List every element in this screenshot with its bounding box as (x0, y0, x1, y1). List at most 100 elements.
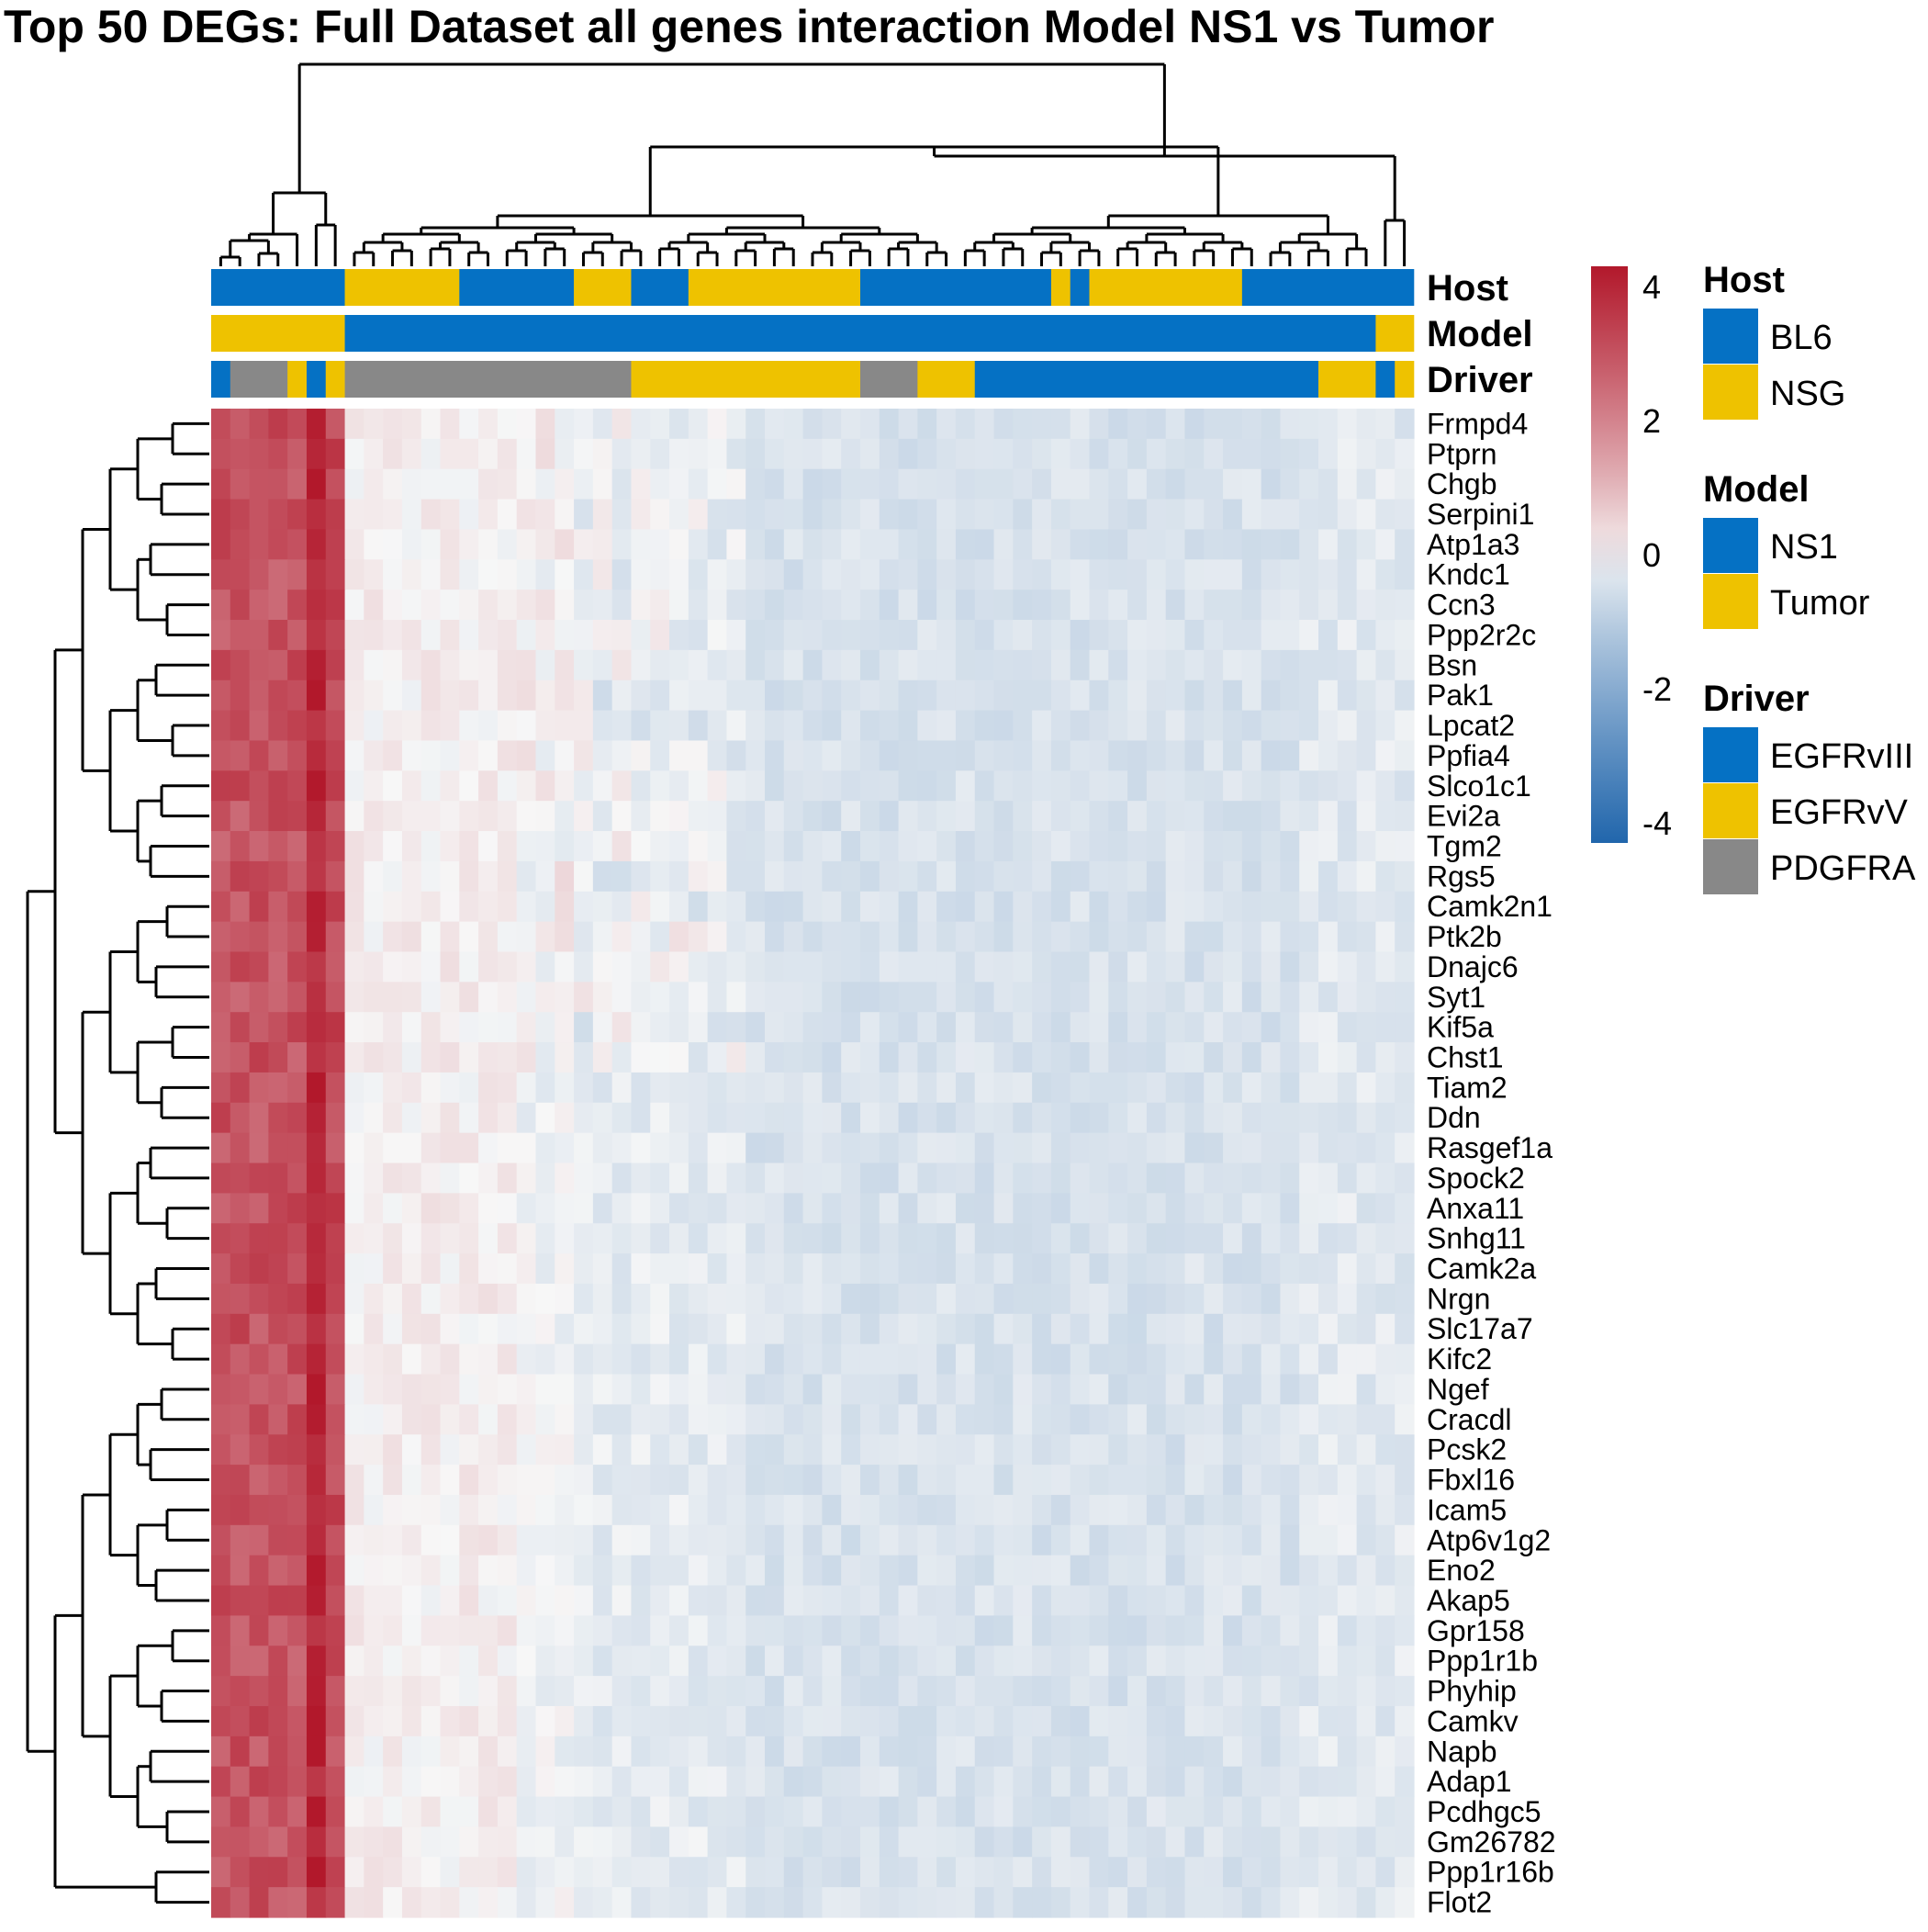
heatmap-cell (688, 1012, 709, 1043)
heatmap-cell (497, 1555, 518, 1587)
heatmap-cell (822, 1313, 842, 1345)
heatmap-cell (574, 710, 594, 742)
heatmap-cell (1146, 1434, 1167, 1466)
heatmap-cell (420, 1735, 442, 1768)
heatmap-cell (440, 1735, 460, 1768)
heatmap-cell (383, 1132, 403, 1164)
heatmap-cell (1223, 951, 1243, 983)
heatmap-cell (478, 1374, 499, 1405)
heatmap-cell (993, 1374, 1014, 1405)
heatmap-cell (1032, 438, 1052, 470)
heatmap-cell (497, 710, 518, 742)
gene-label: Gm26782 (1427, 1825, 1556, 1859)
heatmap-cell (745, 740, 766, 771)
heatmap-cell (1318, 1887, 1339, 1918)
heatmap-cell (535, 620, 555, 651)
heatmap-cell (287, 1857, 308, 1888)
heatmap-cell (1337, 1555, 1358, 1587)
heatmap-cell (440, 1524, 460, 1556)
heatmap-cell (726, 1012, 746, 1043)
heatmap-cell (783, 891, 804, 923)
heatmap-cell (383, 1012, 403, 1043)
heatmap-cell (898, 1253, 918, 1285)
heatmap-cell (1089, 1193, 1109, 1224)
heatmap-cell (420, 468, 442, 500)
heatmap-cell (917, 559, 937, 590)
heatmap-cell (401, 1253, 422, 1285)
heatmap-cell (325, 1676, 346, 1707)
heatmap-cell (287, 891, 308, 923)
heatmap-cell (1280, 1434, 1300, 1466)
heatmap-cell (1375, 921, 1396, 953)
heatmap-cell (1280, 1102, 1300, 1134)
heatmap-cell (1241, 529, 1262, 560)
heatmap-cell (1261, 1465, 1282, 1496)
heatmap-cell (1184, 1193, 1205, 1224)
heatmap-cell (1241, 891, 1262, 923)
heatmap-cell (1070, 1524, 1091, 1556)
heatmap-cell (364, 770, 384, 802)
heatmap-cell (478, 1465, 499, 1496)
heatmap-cell (898, 1615, 918, 1646)
heatmap-cell (574, 1253, 594, 1285)
heatmap-cell (516, 1646, 537, 1677)
heatmap-cell (440, 1193, 460, 1224)
heatmap-cell (688, 982, 709, 1013)
heatmap-cell (1261, 1585, 1282, 1616)
heatmap-cell (822, 951, 842, 983)
heatmap-cell (440, 891, 460, 923)
heatmap-cell (1165, 529, 1186, 560)
heatmap-cell (1299, 1374, 1319, 1405)
heatmap-cell (1375, 1223, 1396, 1254)
heatmap-cell (1299, 1555, 1319, 1587)
heatmap-cell (1280, 1766, 1300, 1798)
heatmap-cell (1280, 1042, 1300, 1073)
heatmap-cell (1299, 1705, 1319, 1737)
heatmap-cell (707, 1253, 728, 1285)
heatmap-cell (1375, 1555, 1396, 1587)
heatmap-cell (287, 1283, 308, 1315)
heatmap-cell (993, 982, 1014, 1013)
heatmap-cell (325, 951, 346, 983)
heatmap-cell (1241, 740, 1262, 771)
heatmap-cell (1070, 590, 1091, 621)
heatmap-cell (726, 1223, 746, 1254)
heatmap-cell (745, 680, 766, 712)
heatmap-cell (611, 801, 633, 832)
heatmap-cell (535, 438, 555, 470)
heatmap-cell (592, 1223, 613, 1254)
heatmap-cell (1184, 1374, 1205, 1405)
heatmap-cell (765, 1615, 785, 1646)
heatmap-cell (1204, 499, 1224, 531)
heatmap-cell (249, 1313, 269, 1345)
heatmap-cell (726, 1072, 746, 1104)
heatmap-cell (898, 921, 918, 953)
heatmap-cell (1032, 831, 1052, 862)
heatmap-cell (631, 1826, 651, 1858)
heatmap-cell (1299, 921, 1319, 953)
heatmap-cell (669, 860, 689, 893)
heatmap-cell (802, 982, 823, 1013)
heatmap-cell (1127, 1042, 1148, 1073)
heatmap-cell (249, 1524, 269, 1556)
heatmap-cell (1108, 499, 1128, 531)
heatmap-cell (555, 649, 575, 681)
heatmap-cell (268, 529, 288, 560)
heatmap-cell (726, 921, 746, 953)
heatmap-cell (478, 921, 499, 953)
heatmap-cell (1261, 409, 1282, 440)
heatmap-cell (1261, 1555, 1282, 1587)
heatmap-cell (1108, 1223, 1128, 1254)
heatmap-cell (535, 1705, 555, 1737)
heatmap-cell (211, 1796, 231, 1828)
heatmap-cell (478, 1163, 499, 1194)
heatmap-cell (650, 1857, 670, 1888)
annotation-cell (211, 361, 231, 398)
heatmap-cell (1395, 1163, 1415, 1194)
heatmap-cell (745, 1646, 766, 1677)
heatmap-cell (688, 559, 709, 590)
heatmap-cell (1395, 1646, 1415, 1677)
heatmap-cell (1146, 891, 1167, 923)
heatmap-cell (268, 860, 288, 893)
heatmap-cell (1070, 499, 1091, 531)
